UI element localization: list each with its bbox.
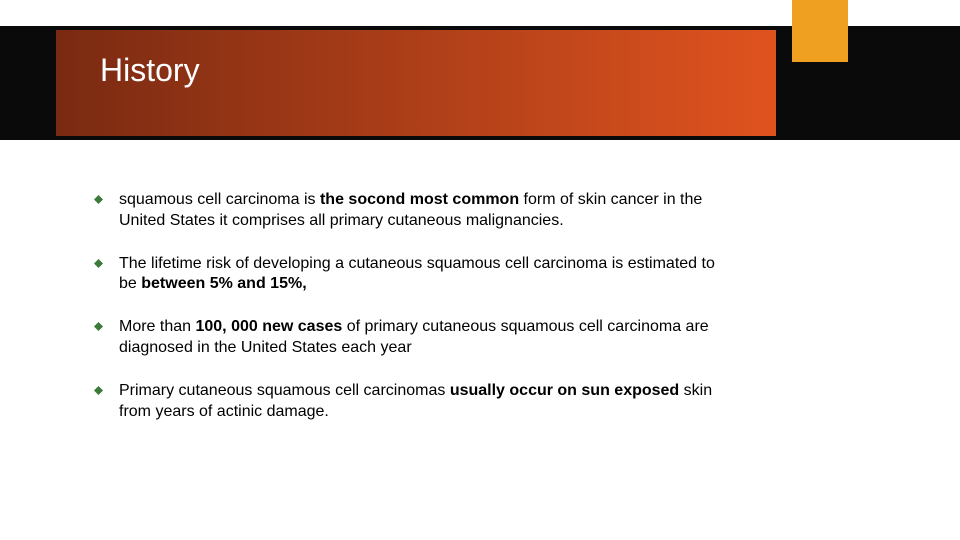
bullet-text: squamous cell carcinoma is the socond mo… bbox=[119, 190, 734, 232]
slide: History squamous cell carcinoma is the s… bbox=[0, 0, 960, 540]
bullet-marker-icon bbox=[94, 386, 103, 395]
list-item: More than 100, 000 new cases of primary … bbox=[94, 317, 734, 359]
page-title: History bbox=[100, 52, 200, 89]
bullet-marker-icon bbox=[94, 195, 103, 204]
list-item: squamous cell carcinoma is the socond mo… bbox=[94, 190, 734, 232]
bullet-marker-icon bbox=[94, 259, 103, 268]
bullet-text: Primary cutaneous squamous cell carcinom… bbox=[119, 381, 734, 423]
bullet-list: squamous cell carcinoma is the socond mo… bbox=[94, 190, 734, 444]
bullet-text: The lifetime risk of developing a cutane… bbox=[119, 254, 734, 296]
list-item: The lifetime risk of developing a cutane… bbox=[94, 254, 734, 296]
bullet-text: More than 100, 000 new cases of primary … bbox=[119, 317, 734, 359]
accent-tab bbox=[792, 0, 848, 62]
list-item: Primary cutaneous squamous cell carcinom… bbox=[94, 381, 734, 423]
bullet-marker-icon bbox=[94, 322, 103, 331]
